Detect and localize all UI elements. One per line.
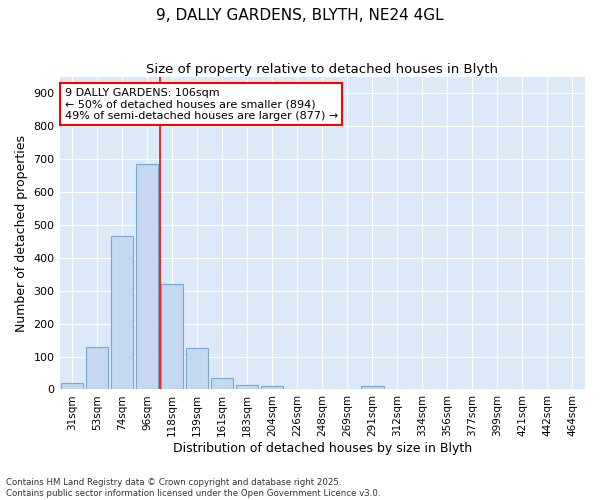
Y-axis label: Number of detached properties: Number of detached properties bbox=[15, 134, 28, 332]
Bar bbox=[361, 386, 383, 390]
Bar bbox=[211, 378, 233, 390]
Bar bbox=[111, 236, 133, 390]
Bar bbox=[136, 164, 158, 390]
Bar bbox=[236, 384, 259, 390]
Bar bbox=[61, 383, 83, 390]
Bar bbox=[261, 386, 283, 390]
Text: Contains HM Land Registry data © Crown copyright and database right 2025.
Contai: Contains HM Land Registry data © Crown c… bbox=[6, 478, 380, 498]
Bar bbox=[86, 348, 109, 390]
Bar bbox=[161, 284, 184, 390]
Bar bbox=[186, 348, 208, 390]
Text: 9 DALLY GARDENS: 106sqm
← 50% of detached houses are smaller (894)
49% of semi-d: 9 DALLY GARDENS: 106sqm ← 50% of detache… bbox=[65, 88, 338, 121]
Title: Size of property relative to detached houses in Blyth: Size of property relative to detached ho… bbox=[146, 62, 498, 76]
Text: 9, DALLY GARDENS, BLYTH, NE24 4GL: 9, DALLY GARDENS, BLYTH, NE24 4GL bbox=[156, 8, 444, 22]
X-axis label: Distribution of detached houses by size in Blyth: Distribution of detached houses by size … bbox=[173, 442, 472, 455]
